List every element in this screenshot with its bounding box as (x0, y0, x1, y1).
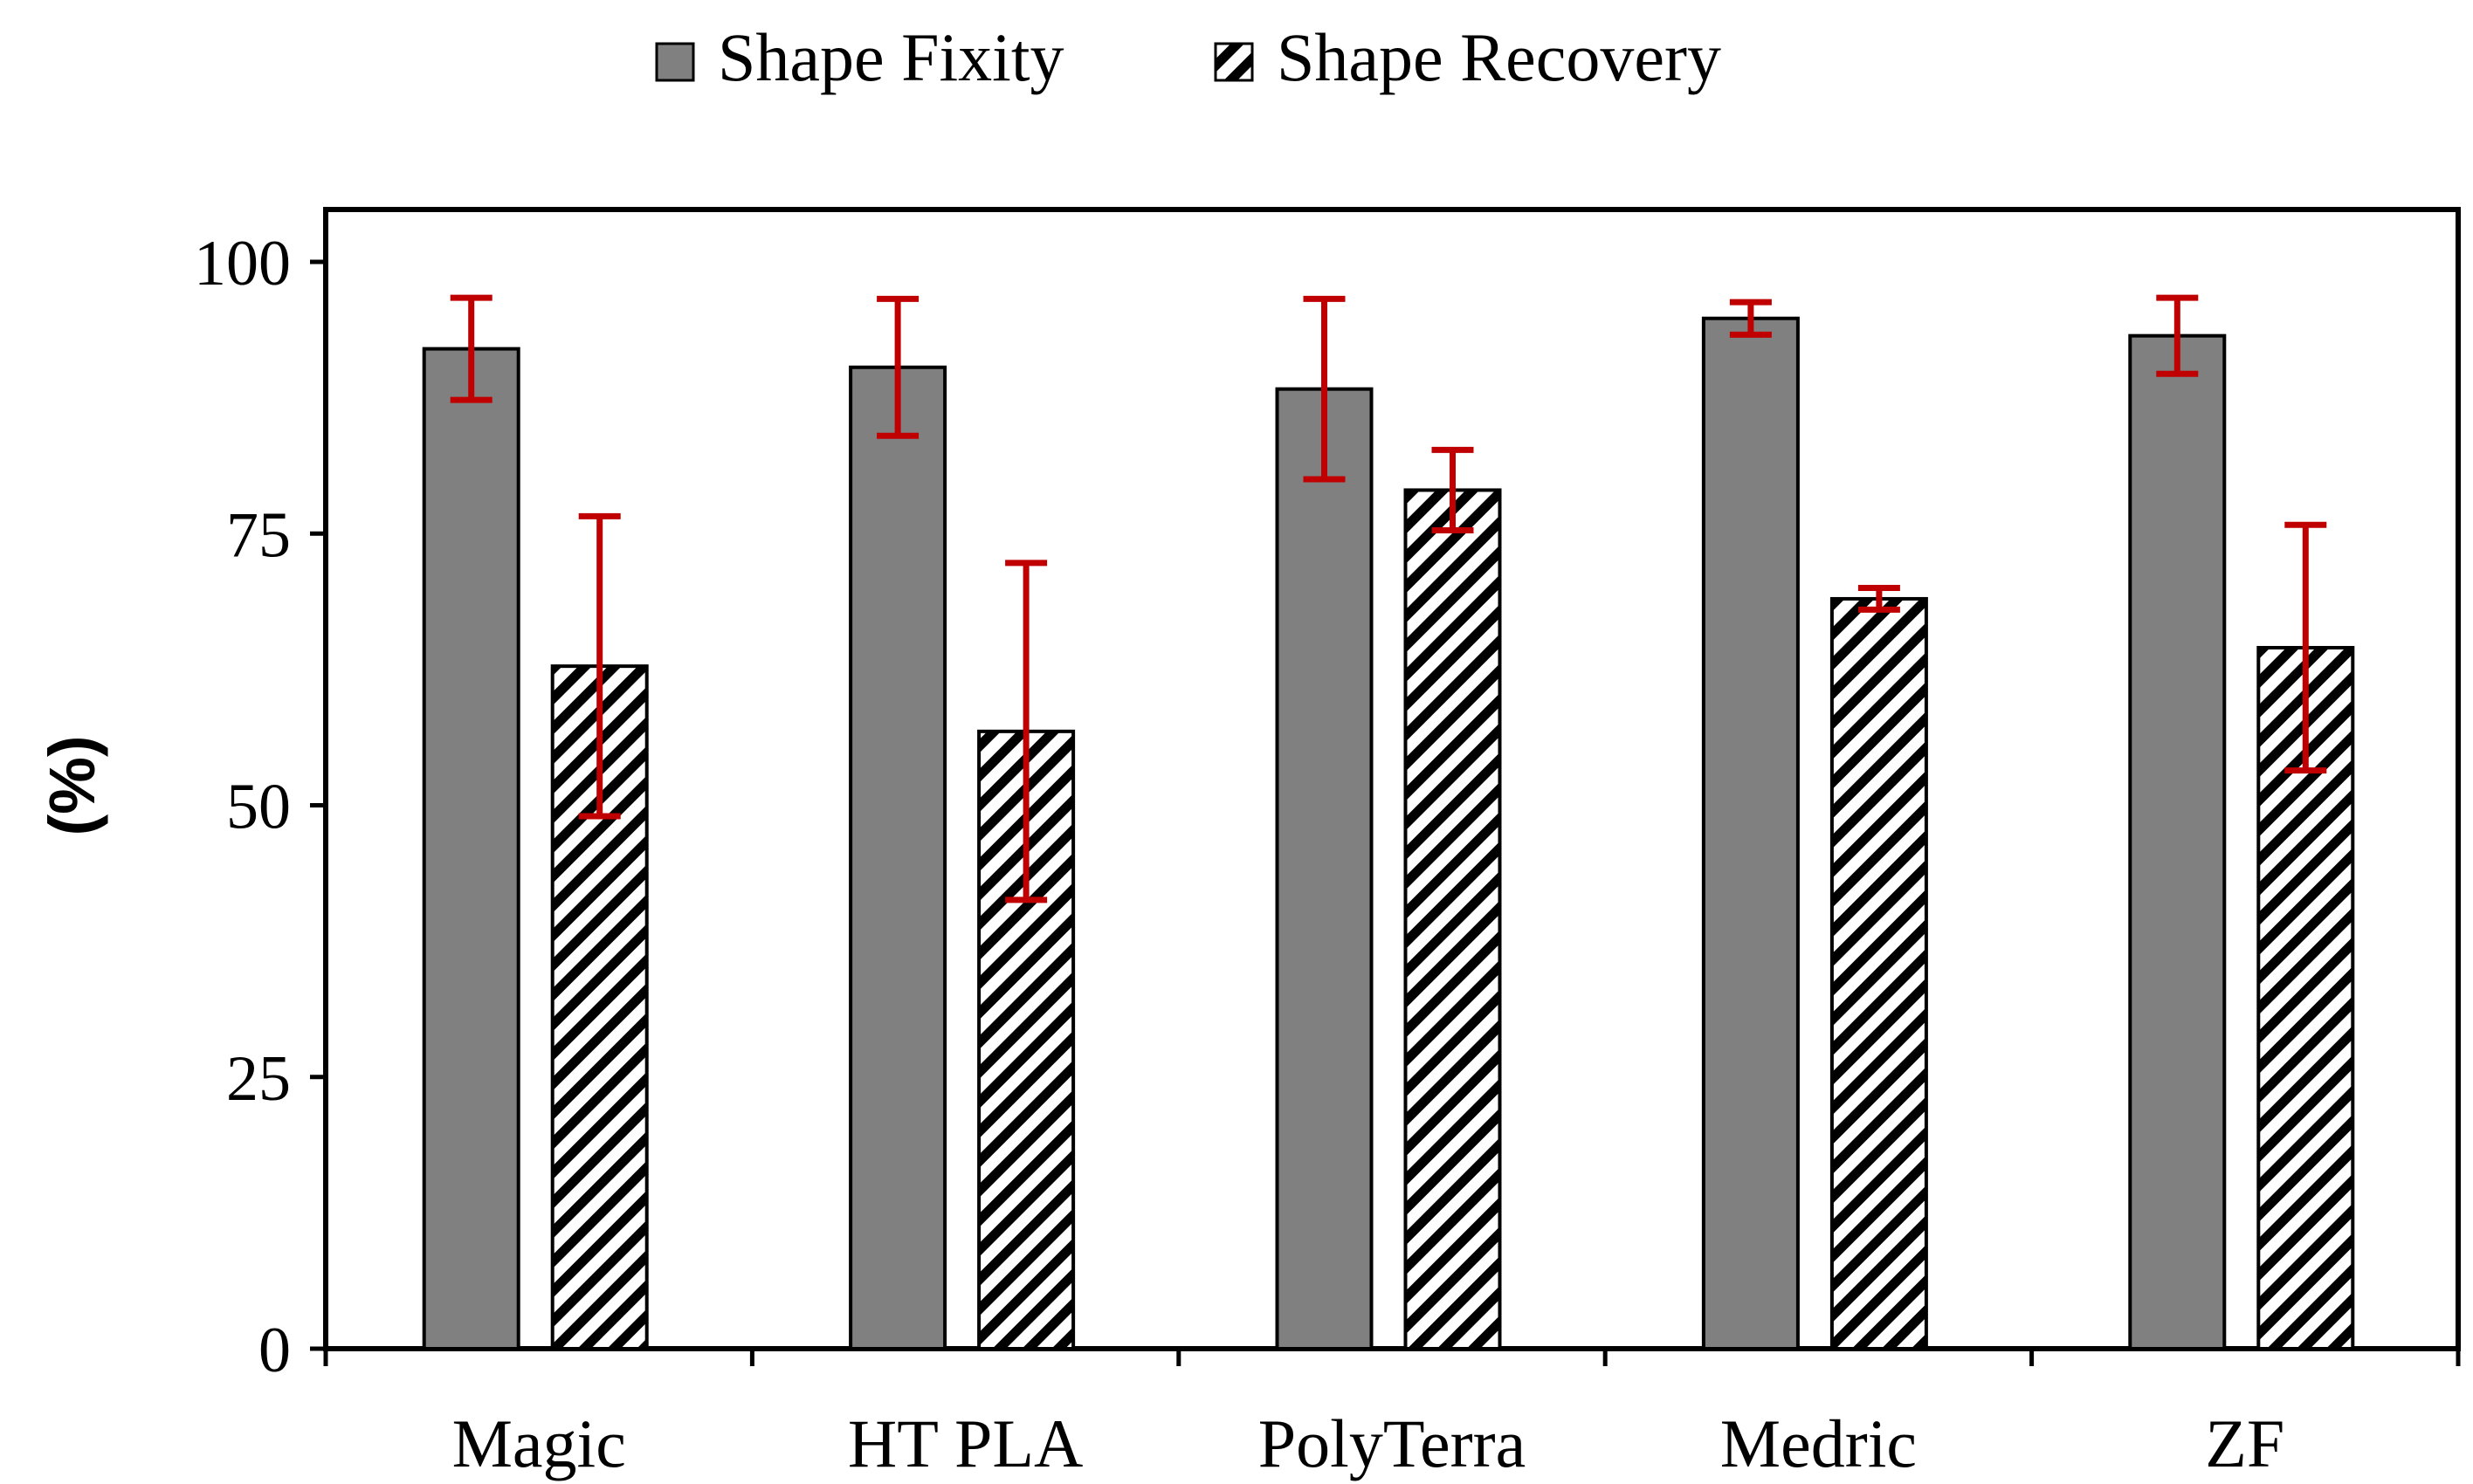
x-tick-label: Magic (452, 1405, 626, 1481)
x-tick-label: HT PLA (848, 1405, 1083, 1481)
y-tick-label: 0 (258, 1315, 291, 1386)
legend-label-shape-fixity: Shape Fixity (718, 19, 1064, 95)
bar-shape-fixity (1701, 316, 1800, 1350)
y-axis-label: (%) (36, 735, 108, 835)
x-axis: Magic HT PLA PolyTerra Medric ZF (323, 1349, 2461, 1481)
x-tick-label: Medric (1720, 1405, 1917, 1481)
y-tick-label: 75 (226, 499, 291, 571)
bar-shape-recovery (1403, 488, 1502, 1350)
legend: Shape Fixity Shape Recovery (655, 19, 1721, 95)
legend-swatch-shape-fixity (655, 42, 695, 82)
bar-shape-recovery (1829, 596, 1928, 1350)
x-tick-label: PolyTerra (1258, 1405, 1526, 1481)
bar-shape-fixity (849, 365, 947, 1350)
legend-swatch-shape-recovery (1214, 42, 1254, 82)
bars (422, 316, 2355, 1351)
y-tick-label: 100 (194, 228, 291, 299)
bar-shape-fixity (422, 347, 520, 1351)
bar-shape-fixity (1275, 387, 1374, 1350)
x-tick-label: ZF (2205, 1405, 2284, 1481)
y-axis: 0 25 50 75 100 (194, 228, 326, 1386)
error-bars (450, 294, 2327, 903)
legend-label-shape-recovery: Shape Recovery (1277, 19, 1721, 95)
bar-shape-fixity (2128, 333, 2227, 1350)
y-tick-label: 50 (226, 772, 291, 843)
plot-area (323, 207, 2461, 1351)
y-tick-label: 25 (226, 1043, 291, 1115)
